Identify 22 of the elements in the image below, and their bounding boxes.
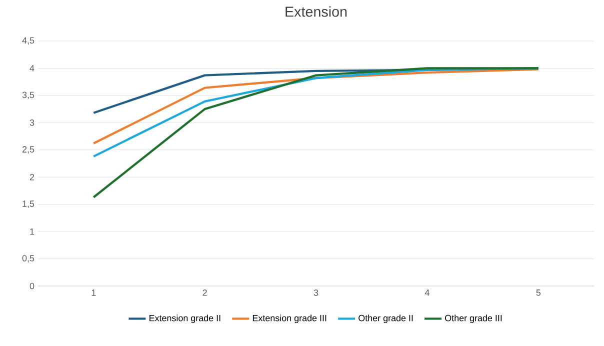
legend-label: Other grade III [445, 314, 502, 324]
y-tick-label: 3,5 [22, 92, 34, 100]
legend-label: Extension grade II [150, 314, 220, 324]
y-tick-label: 0 [30, 282, 34, 290]
y-tick-label: 2,5 [22, 146, 34, 154]
x-tick-label: 2 [202, 290, 207, 296]
line-series [92, 67, 540, 198]
y-tick-label: 1 [30, 228, 34, 235]
legend-label: Extension grade III [252, 314, 326, 324]
chart-title: Extension [286, 6, 347, 17]
y-tick-label: 1,5 [22, 200, 34, 208]
x-tick-label: 3 [314, 290, 318, 296]
x-tick-label: 4 [424, 290, 430, 296]
line-series [92, 68, 540, 144]
y-tick-label: 0,5 [22, 255, 34, 262]
y-tick-label: 2 [30, 174, 34, 180]
y-tick-label: 3 [30, 119, 34, 126]
x-tick-label: 1 [92, 290, 96, 296]
x-tick-label: 5 [536, 290, 541, 296]
y-tick-label: 4,5 [22, 37, 34, 45]
legend-label: Other grade II [358, 314, 413, 324]
y-tick-label: 4 [30, 65, 34, 72]
